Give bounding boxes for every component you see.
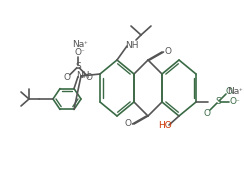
Text: ⁺: ⁺ xyxy=(83,42,87,48)
Text: Na: Na xyxy=(72,40,84,49)
Text: O: O xyxy=(74,48,81,57)
Text: O: O xyxy=(203,109,211,118)
Text: O: O xyxy=(63,73,71,82)
Text: HO: HO xyxy=(158,121,172,130)
Text: S: S xyxy=(75,62,81,71)
Text: ⁻: ⁻ xyxy=(80,50,84,56)
Text: O: O xyxy=(85,73,92,82)
Text: Na: Na xyxy=(227,87,239,96)
Text: NH: NH xyxy=(76,72,90,81)
Text: ⁻: ⁻ xyxy=(235,99,239,105)
Text: O: O xyxy=(230,98,236,107)
Text: O: O xyxy=(225,87,233,96)
Text: NH: NH xyxy=(125,41,139,50)
Text: S: S xyxy=(215,98,221,107)
Text: ⁺: ⁺ xyxy=(238,89,242,95)
Text: O: O xyxy=(124,119,132,129)
Text: O: O xyxy=(164,47,172,56)
